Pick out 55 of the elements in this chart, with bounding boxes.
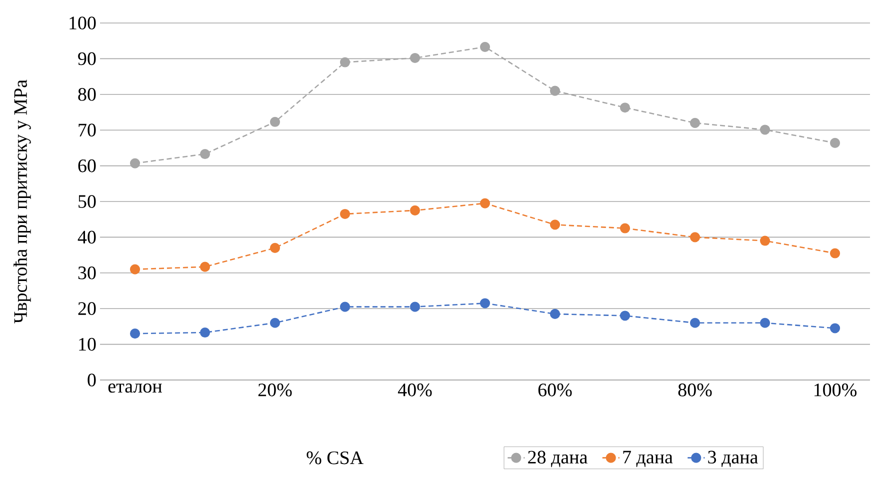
point [620,310,630,321]
point [130,328,140,339]
point [830,248,840,258]
point [410,52,420,64]
x-tick-label: еталон [108,384,162,393]
point [340,208,350,220]
point [340,57,350,68]
x-tick-label: 80% [678,384,712,396]
y-tick-label: 100 [70,16,96,30]
point [620,223,630,234]
y-tick-label: 40 [78,230,96,244]
y-tick-label: 20 [78,302,96,316]
x-tick-label: 40% [398,384,432,396]
point [340,302,350,312]
y-tick-label: 50 [78,195,96,208]
point [410,302,420,312]
point [130,158,140,168]
point [550,86,560,96]
point [200,148,210,160]
point [270,116,280,127]
point [480,198,490,208]
y-axis-title: Чврстоћа при притиску у MPa [14,80,31,324]
point [480,298,490,308]
point [830,323,840,334]
point [690,232,700,242]
y-tick-label: 80 [78,88,96,101]
point [200,262,210,272]
point [270,242,280,253]
point [270,318,280,328]
y-tick-label: 90 [78,52,96,66]
point [550,308,560,319]
point [200,327,210,338]
legend-label: 28 дана [528,450,588,468]
point [830,138,840,148]
y-tick-label: 70 [78,124,96,137]
point [690,118,700,128]
x-tick-label: 20% [258,384,292,396]
y-tick-label: 0 [88,374,96,386]
y-tick-label: 10 [79,338,96,351]
point [760,318,770,328]
x-axis-title: % CSA [306,451,364,464]
y-tick-label: 60 [78,159,96,172]
y-tick-label: 30 [78,266,96,280]
point [130,264,140,274]
point [690,318,700,328]
point [480,42,490,52]
legend-label: 3 дана [708,450,758,468]
point [550,220,560,230]
x-tick-label: 60% [538,384,572,396]
x-tick-label: 100% [814,384,857,396]
point [620,102,630,113]
point [760,236,770,246]
point [760,124,770,135]
legend-label: 7 дана [623,450,673,467]
point [410,205,420,216]
